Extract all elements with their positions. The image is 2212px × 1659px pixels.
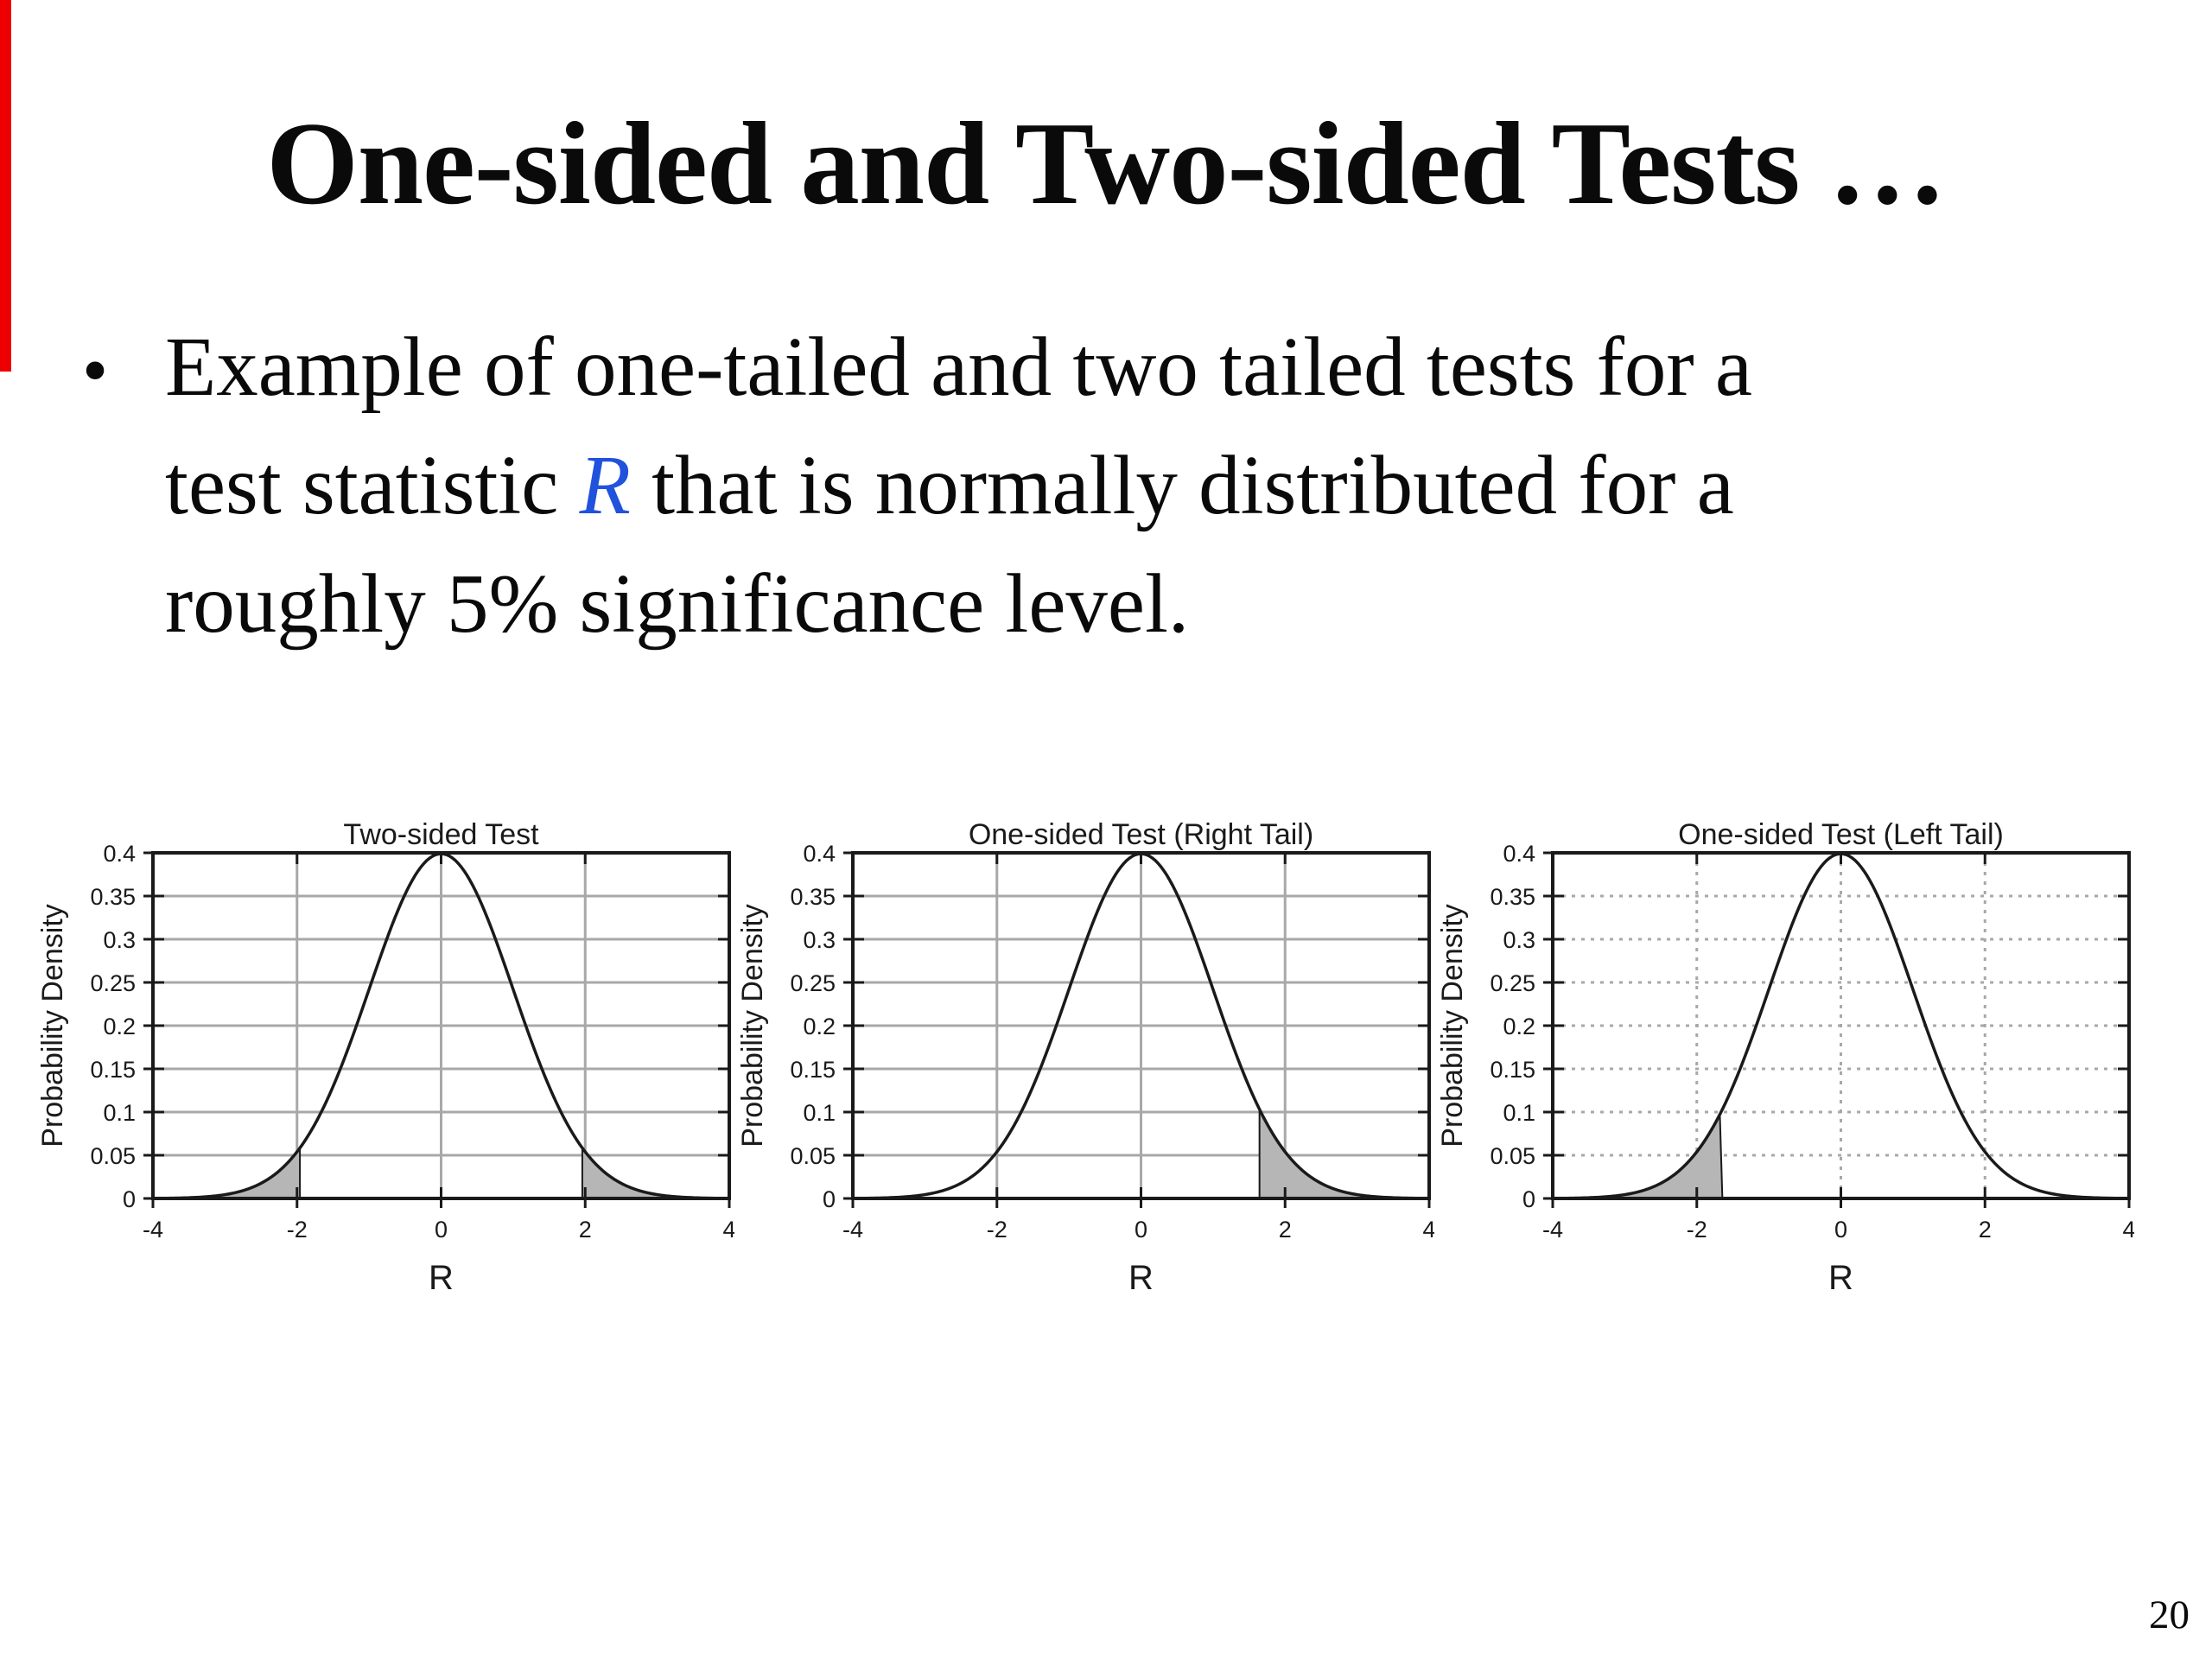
red-edge-bar (0, 0, 11, 372)
y-tick-label: 0 (823, 1186, 836, 1212)
y-tick-label: 0.25 (790, 970, 836, 996)
y-axis-label: Probability Density (1436, 904, 1469, 1147)
bullet-line-2: test statistic R that is normally distri… (165, 426, 1752, 544)
bullet-line-3: roughly 5% significance level. (165, 557, 1190, 650)
y-tick-label: 0.15 (790, 1057, 836, 1083)
chart-title: Two-sided Test (343, 818, 539, 851)
y-tick-label: 0.2 (1503, 1014, 1535, 1039)
y-tick-label: 0.05 (90, 1143, 136, 1169)
bullet-line-2-pre: test statistic (165, 439, 580, 531)
y-tick-label: 0.3 (103, 927, 136, 953)
x-tick-label: -4 (842, 1217, 863, 1243)
page-number: 20 (2149, 1592, 2190, 1637)
y-tick-label: 0.3 (1503, 927, 1535, 953)
y-tick-label: 0.2 (103, 1014, 136, 1039)
x-tick-label: 2 (1279, 1217, 1292, 1243)
y-tick-label: 0.35 (790, 884, 836, 910)
y-tick-label: 0.15 (1490, 1057, 1535, 1083)
y-tick-label: 0.4 (1503, 841, 1535, 867)
bullet-line-2-post: that is normally distributed for a (630, 439, 1734, 531)
x-tick-label: 4 (1422, 1217, 1434, 1243)
x-tick-label: -2 (1687, 1217, 1707, 1243)
chart-one-sided-test-right-tail: 0 0.05 0.1 0.15 0.2 0.25 0.3 0.35 0.4 -4 -2 0 2 4 One-… (709, 802, 1436, 1303)
y-tick-label: 0.15 (90, 1057, 136, 1083)
x-tick-label: -4 (143, 1217, 163, 1243)
y-tick-label: 0.25 (90, 970, 136, 996)
x-tick-label: 4 (2122, 1217, 2134, 1243)
chart-svg-2: 0 0.05 0.1 0.15 0.2 0.25 0.3 0.35 0.4 -4 -2 0 2 4 One-… (1436, 818, 2136, 1297)
chart-two-sided-test: 0 0.05 0.1 0.15 0.2 0.25 0.3 0.35 0.4 -4 -2 0 2 4 Two-… (9, 802, 736, 1303)
y-tick-label: 0.3 (803, 927, 836, 953)
y-tick-label: 0 (1522, 1186, 1535, 1212)
x-axis-label: R (1828, 1259, 1853, 1297)
y-tick-label: 0.2 (803, 1014, 836, 1039)
chart-title: One-sided Test (Right Tail) (969, 818, 1313, 851)
x-tick-label: -2 (287, 1217, 308, 1243)
x-tick-label: -4 (1542, 1217, 1563, 1243)
y-tick-label: 0.4 (803, 841, 836, 867)
y-tick-label: 0.35 (90, 884, 136, 910)
y-tick-label: 0.25 (1490, 970, 1535, 996)
y-tick-label: 0.35 (1490, 884, 1535, 910)
y-tick-label: 0.05 (790, 1143, 836, 1169)
x-tick-label: 0 (1135, 1217, 1147, 1243)
y-tick-label: 0.1 (803, 1100, 836, 1126)
y-tick-label: 0.1 (1503, 1100, 1535, 1126)
r-statistic-symbol: R (579, 439, 631, 531)
bullet-marker: • (82, 328, 109, 411)
y-axis-label: Probability Density (736, 904, 769, 1147)
chart-title: One-sided Test (Left Tail) (1678, 818, 2004, 851)
x-tick-label: 4 (722, 1217, 734, 1243)
y-tick-label: 0.4 (103, 841, 136, 867)
bullet-text: Example of one-tailed and two tailed tes… (165, 308, 1752, 663)
x-axis-label: R (1128, 1259, 1154, 1297)
chart-svg-0: 0 0.05 0.1 0.15 0.2 0.25 0.3 0.35 0.4 -4 -2 0 2 4 Two-… (36, 818, 736, 1297)
bullet-paragraph: • Example of one-tailed and two tailed t… (82, 308, 2121, 663)
y-axis-label: Probability Density (36, 904, 69, 1147)
chart-svg-1: 0 0.05 0.1 0.15 0.2 0.25 0.3 0.35 0.4 -4 -2 0 2 4 One-… (736, 818, 1436, 1297)
y-tick-label: 0.1 (103, 1100, 136, 1126)
slide-title: One-sided and Two-sided Tests … (266, 97, 1946, 229)
y-tick-label: 0.05 (1490, 1143, 1535, 1169)
x-tick-label: -2 (987, 1217, 1007, 1243)
x-tick-label: 0 (435, 1217, 448, 1243)
x-tick-label: 2 (1979, 1217, 1992, 1243)
bullet-line-1: Example of one-tailed and two tailed tes… (165, 321, 1752, 413)
shaded-tail-region (1552, 1110, 1724, 1199)
x-tick-label: 2 (579, 1217, 592, 1243)
x-tick-label: 0 (1834, 1217, 1847, 1243)
x-axis-label: R (429, 1259, 454, 1297)
y-tick-label: 0 (123, 1186, 136, 1212)
chart-one-sided-test-left-tail: 0 0.05 0.1 0.15 0.2 0.25 0.3 0.35 0.4 -4 -2 0 2 4 One-… (1408, 802, 2136, 1303)
